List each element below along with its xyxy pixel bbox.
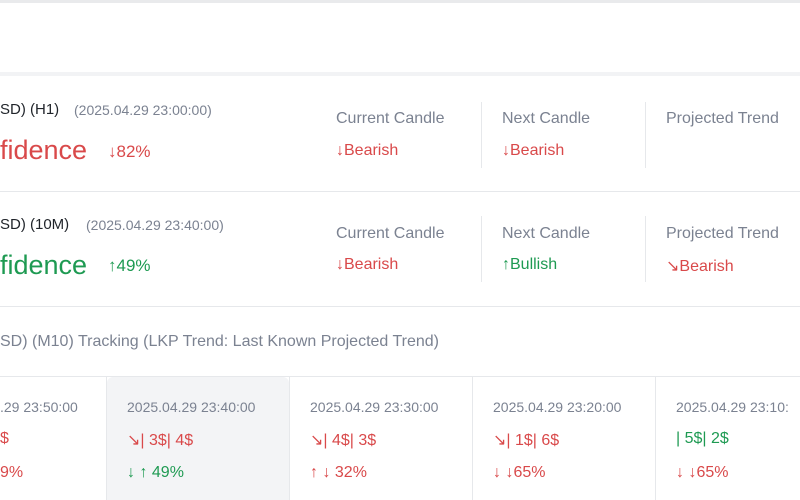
confidence-label: fidence bbox=[0, 135, 88, 165]
column-label: Current Candle bbox=[336, 225, 445, 242]
card-border bbox=[655, 377, 656, 500]
card-border bbox=[289, 377, 290, 500]
pair: SD) (H1) bbox=[0, 101, 60, 118]
card-time: 2025.04.29 23:20:00 bbox=[493, 399, 622, 415]
pair: SD) (10M) bbox=[0, 216, 70, 233]
separator bbox=[0, 72, 800, 76]
card-highlight bbox=[107, 377, 289, 500]
divider bbox=[645, 102, 646, 168]
card-result: ↓ ↑ 49% bbox=[127, 464, 184, 481]
separator bbox=[0, 191, 800, 192]
time: (2025.04.29 23:40:00) bbox=[86, 217, 224, 233]
confidence-label: fidence bbox=[0, 250, 88, 280]
column-label: Projected Trend bbox=[666, 110, 779, 127]
column-value: ↓Bearish bbox=[336, 256, 399, 273]
card-border bbox=[472, 377, 473, 500]
column-value: ↓Bearish bbox=[502, 142, 565, 159]
card-time: .29 23:50:00 bbox=[0, 399, 78, 415]
card-prices: | 5$| 2$ bbox=[676, 430, 729, 447]
confidence: ↑49% bbox=[108, 256, 151, 275]
divider bbox=[645, 216, 646, 282]
card-result: ↓ ↓65% bbox=[676, 464, 729, 481]
column-value: ↓Bearish bbox=[336, 142, 399, 159]
card-prices: ↘| 1$| 6$ bbox=[493, 432, 560, 449]
divider bbox=[481, 102, 482, 168]
card-time: 2025.04.29 23:30:00 bbox=[310, 399, 439, 415]
top-border bbox=[0, 0, 800, 3]
card-result: 9% bbox=[0, 464, 24, 481]
card-time: 2025.04.29 23:40:00 bbox=[127, 399, 256, 415]
card-result: ↑ ↓ 32% bbox=[310, 464, 367, 481]
card-time: 2025.04.29 23:10: bbox=[676, 399, 789, 415]
divider bbox=[481, 216, 482, 282]
column-value: ↘Bearish bbox=[666, 258, 734, 275]
confidence: ↓82% bbox=[108, 142, 151, 161]
card-prices: ↘| 3$| 4$ bbox=[127, 432, 194, 449]
separator bbox=[0, 306, 800, 307]
card-prices: $ bbox=[0, 430, 9, 447]
card-prices: ↘| 4$| 3$ bbox=[310, 432, 377, 449]
column-label: Next Candle bbox=[502, 225, 591, 242]
column-label: Current Candle bbox=[336, 110, 445, 127]
card-border bbox=[106, 377, 107, 500]
column-value: ↑Bullish bbox=[502, 256, 558, 273]
tracking-title: SD) (M10) Tracking (LKP Trend: Last Know… bbox=[0, 333, 440, 350]
time: (2025.04.29 23:00:00) bbox=[74, 102, 212, 118]
card-result: ↓ ↓65% bbox=[493, 464, 546, 481]
column-label: Next Candle bbox=[502, 110, 591, 127]
separator bbox=[0, 376, 800, 377]
column-label: Projected Trend bbox=[666, 225, 779, 242]
